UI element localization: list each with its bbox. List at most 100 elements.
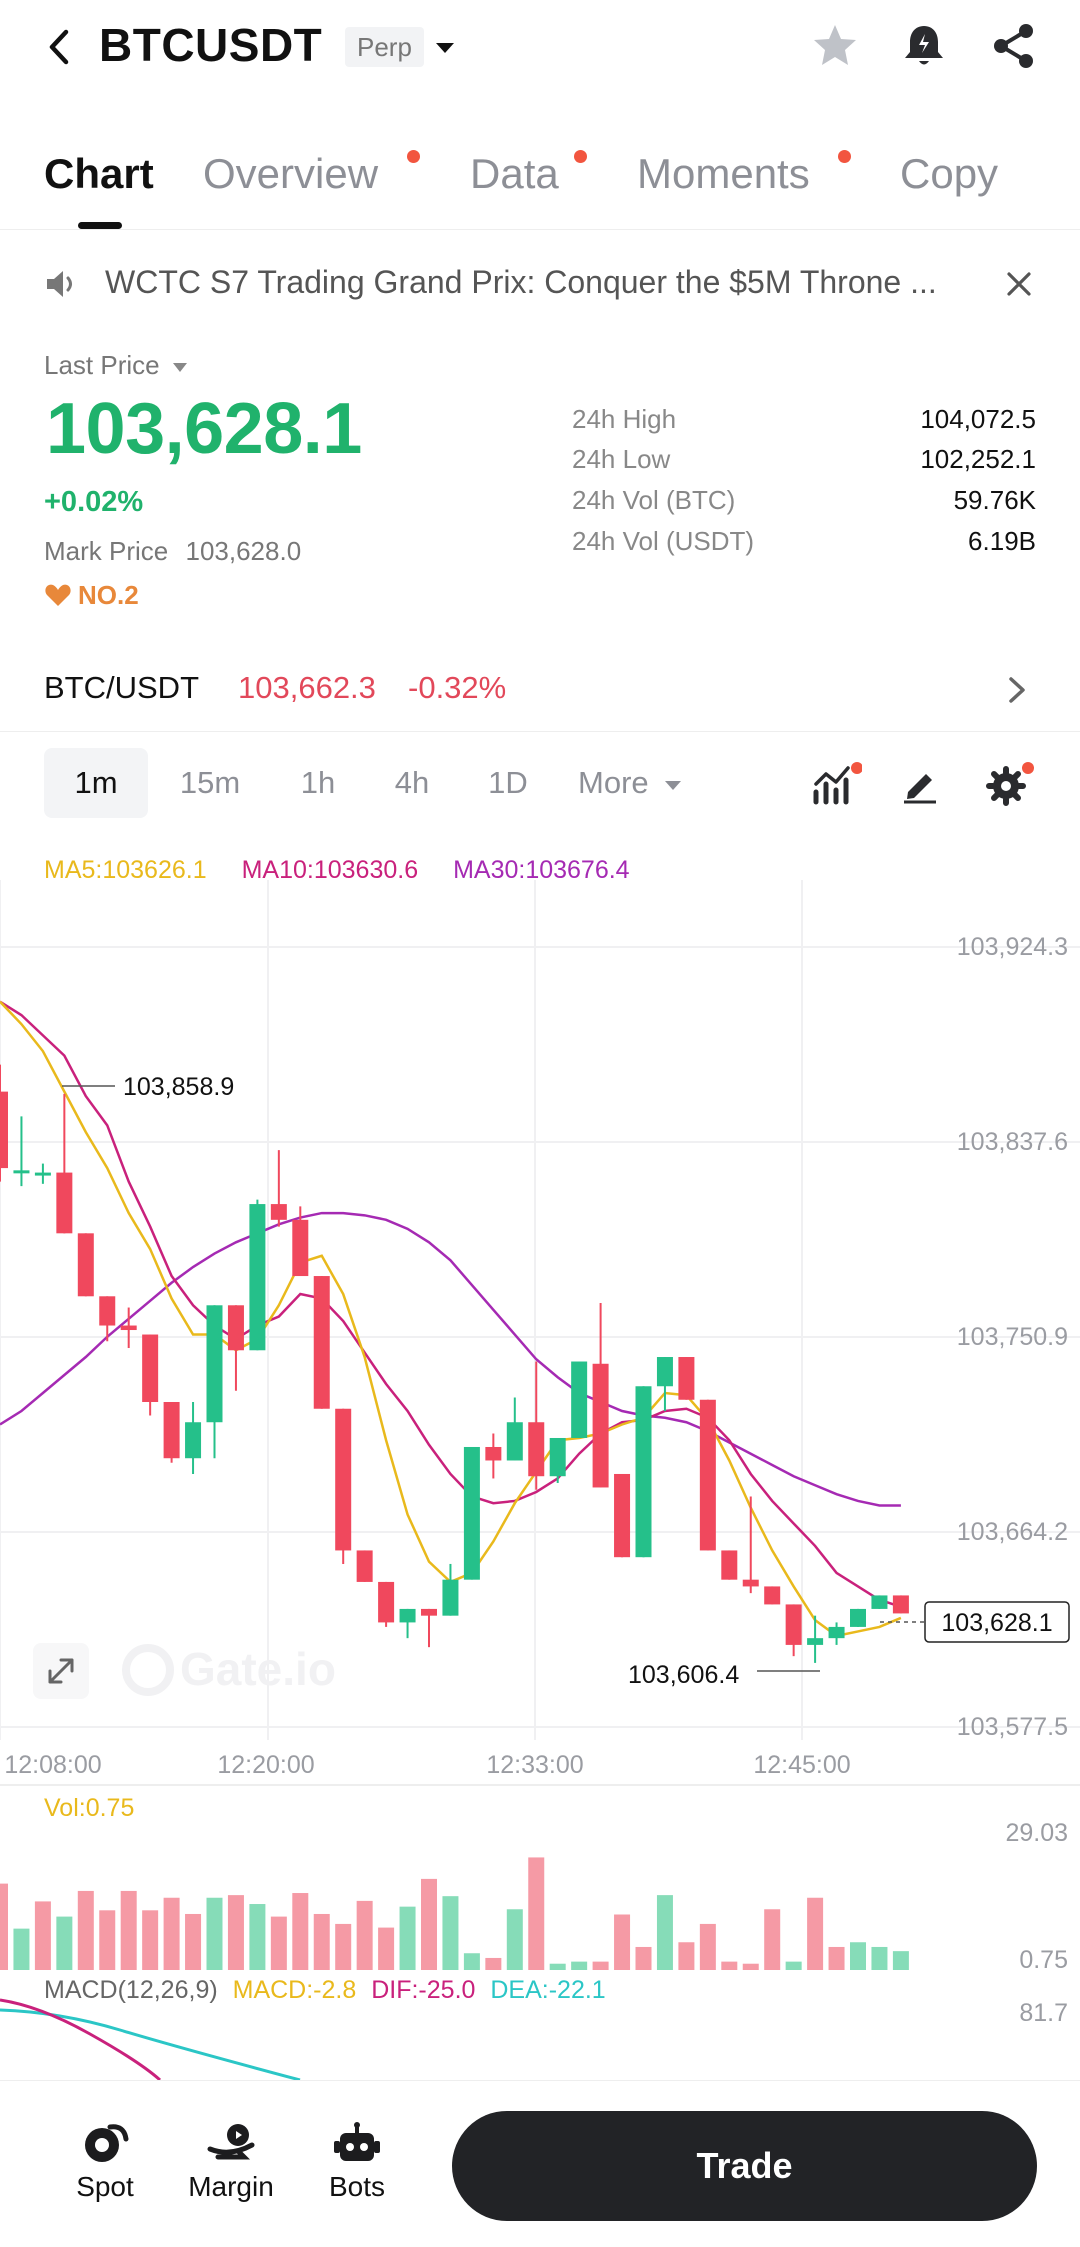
timeframe-1d[interactable]: 1D <box>488 765 528 800</box>
y-axis-label: 103,664.2 <box>957 1518 1068 1546</box>
stat-24h-vol-usdt: 24h Vol (USDT) 6.19B <box>572 526 1036 566</box>
volume-bar <box>742 1963 759 1970</box>
nav-margin-label: Margin <box>188 2171 274 2202</box>
volume-bar <box>571 1961 588 1970</box>
announcement-text[interactable]: WCTC S7 Trading Grand Prix: Conquer the … <box>105 264 937 300</box>
stat-value: 59.76K <box>953 485 1036 515</box>
volume-bar <box>0 1883 8 1970</box>
close-icon[interactable] <box>1005 270 1033 298</box>
trade-button[interactable]: Trade <box>452 2111 1037 2221</box>
candle-body <box>120 1325 137 1331</box>
share-icon[interactable] <box>988 20 1040 72</box>
volume-bar <box>142 1910 159 1970</box>
volume-axis-min: 0.75 <box>1019 1946 1068 1974</box>
candle-body <box>335 1408 352 1551</box>
stat-value: 104,072.5 <box>920 404 1036 434</box>
settings-gear-icon[interactable] <box>984 762 1034 806</box>
timeframe-15m[interactable]: 15m <box>179 765 241 800</box>
volume-bar <box>163 1897 180 1970</box>
tab-moments[interactable]: Moments <box>637 150 810 197</box>
tab-chart[interactable]: Chart <box>44 150 154 197</box>
candle-body <box>399 1608 416 1623</box>
tab-overview-notification-dot <box>407 150 420 163</box>
mark-price-value: 103,628.0 <box>185 536 302 566</box>
nav-margin[interactable]: Margin <box>176 2121 286 2203</box>
caret-down-icon[interactable] <box>433 36 457 60</box>
ma30-line <box>0 1211 901 1507</box>
candle-body <box>764 1586 781 1605</box>
chart-grid <box>0 880 1080 1786</box>
candle-body <box>635 1386 652 1558</box>
y-axis-label: 103,577.5 <box>957 1713 1068 1741</box>
price-chart[interactable]: Gate.io 103,924.3 103,837.6 103,750.9 103,6… <box>0 880 1080 2080</box>
x-axis-label: 12:33:00 <box>486 1751 583 1779</box>
y-axis-label: 103,750.9 <box>957 1323 1068 1351</box>
announcement-bar[interactable]: WCTC S7 Trading Grand Prix: Conquer the … <box>0 240 1080 328</box>
star-icon[interactable] <box>809 20 861 72</box>
price-alert-bell-icon[interactable] <box>898 20 950 72</box>
volume-bar <box>850 1942 866 1970</box>
candle-body <box>828 1626 845 1639</box>
heart-icon <box>45 584 71 606</box>
indicator-icon[interactable] <box>812 762 862 806</box>
header: BTCUSDT Perp <box>0 0 1080 96</box>
low-marker-label: 103,606.4 <box>628 1661 739 1689</box>
volume-bar <box>421 1878 437 1970</box>
candle-body <box>0 1091 8 1169</box>
pair-name: BTC/USDT <box>44 670 199 705</box>
caret-down-icon <box>665 780 682 790</box>
bottom-bar: Spot Margin Bots Trade <box>0 2080 1080 2247</box>
tab-moments-notification-dot <box>838 150 851 163</box>
axis-labels: 103,924.3 103,837.6 103,750.9 103,664.2 103,… <box>4 933 1070 2027</box>
candle-body <box>34 1172 51 1176</box>
ranking-badge[interactable]: NO.2 <box>44 580 139 611</box>
stat-label: 24h High <box>572 404 677 434</box>
candle-body <box>313 1276 330 1409</box>
spot-pair-row[interactable]: BTC/USDT 103,662.3 -0.32% <box>0 648 1080 732</box>
stat-label: 24h Vol (USDT) <box>572 526 755 556</box>
volume-bars <box>0 1857 909 1970</box>
volume-bar <box>614 1914 631 1970</box>
candle-body <box>442 1579 459 1616</box>
volume-bar <box>378 1927 395 1970</box>
timeframe-4h[interactable]: 4h <box>394 765 430 800</box>
volume-bar <box>656 1895 673 1970</box>
back-arrow-icon[interactable] <box>36 22 86 72</box>
volume-bar <box>463 1953 480 1970</box>
last-price-box <box>924 1601 1070 1643</box>
volume-bar <box>721 1961 738 1970</box>
timeframe-more[interactable]: More <box>578 748 708 818</box>
timeframe-1m[interactable]: 1m <box>44 748 148 818</box>
candle-body <box>506 1422 523 1461</box>
candle-body <box>699 1399 716 1551</box>
symbol-title[interactable]: BTCUSDT <box>99 19 323 71</box>
tab-copy[interactable]: Copy <box>900 150 999 197</box>
volume-bar <box>764 1909 781 1970</box>
candle-body <box>528 1422 545 1477</box>
candle-body <box>656 1357 673 1387</box>
ma10-line <box>0 1000 902 1608</box>
volume-bar <box>13 1928 30 1970</box>
timeframe-1h[interactable]: 1h <box>300 765 336 800</box>
y-axis-label: 103,924.3 <box>957 933 1068 961</box>
candle-body <box>485 1446 502 1461</box>
dif-value: DIF:-25.0 <box>371 1976 476 2004</box>
nav-spot[interactable]: Spot <box>50 2121 160 2203</box>
volume-bar <box>270 1916 287 1970</box>
tab-data[interactable]: Data <box>470 150 559 197</box>
candle-body <box>13 1170 30 1174</box>
draw-pencil-icon[interactable] <box>900 764 940 804</box>
last-price-label[interactable]: Last Price <box>44 350 189 381</box>
volume-bar <box>99 1910 116 1970</box>
stat-label: 24h Vol (BTC) <box>572 485 736 515</box>
volume-bar <box>807 1897 824 1970</box>
macd-title: MACD(12,26,9) <box>44 1976 218 2004</box>
expand-chart-button[interactable] <box>33 1643 89 1699</box>
tab-overview[interactable]: Overview <box>203 150 379 197</box>
nav-bots[interactable]: Bots <box>302 2121 412 2203</box>
bots-icon <box>334 2122 380 2161</box>
tab-data-notification-dot <box>574 150 587 163</box>
volume-axis-max: 29.03 <box>1005 1819 1068 1847</box>
ma30-value: MA30:103676.4 <box>453 856 630 884</box>
volume-bar <box>34 1901 51 1970</box>
